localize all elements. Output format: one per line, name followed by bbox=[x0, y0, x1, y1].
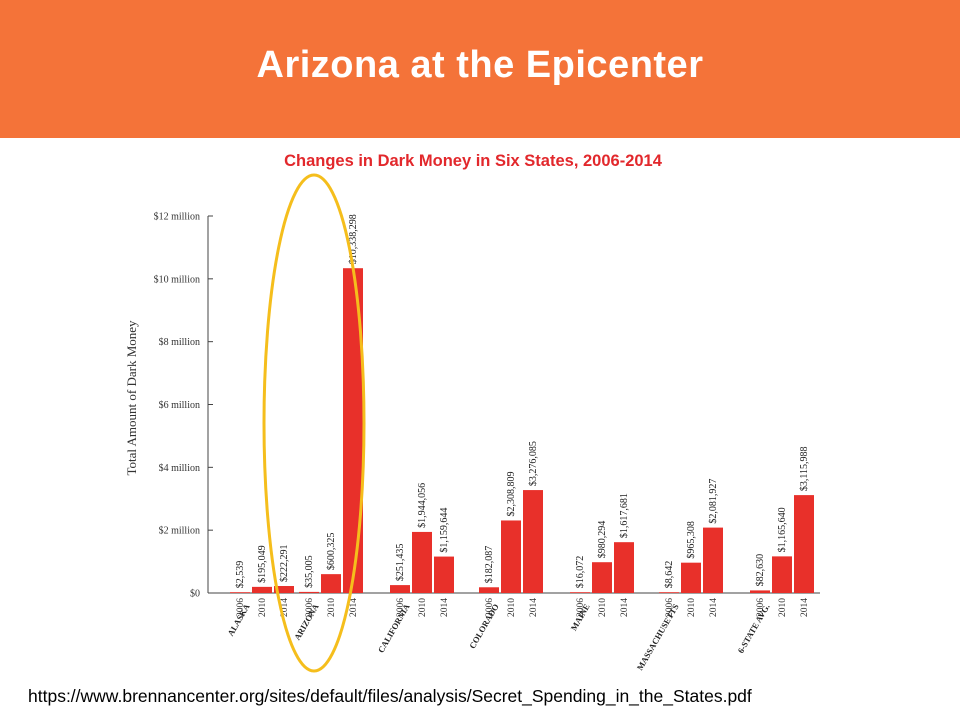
year-tick-label: 2014 bbox=[529, 598, 539, 617]
bar bbox=[614, 542, 634, 593]
bar-value-label: $2,081,927 bbox=[708, 479, 719, 524]
bar bbox=[681, 562, 701, 593]
year-tick-label: 2006 bbox=[396, 598, 406, 617]
year-tick-label: 2014 bbox=[349, 598, 359, 617]
bar-value-label: $2,308,809 bbox=[506, 471, 517, 516]
bar-value-label: $8,642 bbox=[664, 561, 675, 589]
year-tick-label: 2006 bbox=[305, 598, 315, 617]
bar bbox=[274, 586, 294, 593]
year-tick-label: 2014 bbox=[709, 598, 719, 617]
year-tick-label: 2006 bbox=[576, 598, 586, 617]
year-tick-label: 2014 bbox=[280, 598, 290, 617]
slide-title: Arizona at the Epicenter bbox=[256, 44, 704, 86]
bar bbox=[659, 592, 679, 593]
group-label: MAINE bbox=[568, 602, 591, 633]
group-label: CALIFORNIA bbox=[376, 601, 412, 654]
bar bbox=[570, 592, 590, 593]
bar-value-label: $1,944,056 bbox=[417, 483, 428, 528]
year-tick-label: 2006 bbox=[756, 598, 766, 617]
bar bbox=[230, 592, 250, 593]
year-tick-label: 2006 bbox=[485, 598, 495, 617]
year-tick-label: 2010 bbox=[507, 598, 517, 617]
year-tick-label: 2010 bbox=[778, 598, 788, 617]
bar-value-label: $35,005 bbox=[304, 555, 315, 588]
bar bbox=[794, 495, 814, 593]
bar bbox=[750, 590, 770, 593]
bar bbox=[343, 268, 363, 593]
bar bbox=[412, 531, 432, 593]
group-label: 6-STATE AVG. bbox=[735, 602, 771, 655]
bar-value-label: $1,165,640 bbox=[777, 507, 788, 552]
y-tick-label: $10 million bbox=[154, 274, 200, 285]
dark-money-chart: Changes in Dark Money in Six States, 200… bbox=[124, 152, 820, 673]
year-tick-label: 2010 bbox=[687, 598, 697, 617]
bar-value-label: $10,338,298 bbox=[348, 214, 359, 264]
bar-value-label: $222,291 bbox=[279, 545, 290, 583]
chart-title: Changes in Dark Money in Six States, 200… bbox=[284, 152, 663, 170]
source-url: https://www.brennancenter.org/sites/defa… bbox=[28, 686, 752, 706]
y-tick-label: $4 million bbox=[159, 463, 200, 474]
year-tick-label: 2010 bbox=[418, 598, 428, 617]
bar-value-label: $82,630 bbox=[755, 554, 766, 587]
bar bbox=[252, 586, 272, 593]
arizona-highlight-ellipse bbox=[262, 173, 366, 673]
bar bbox=[434, 556, 454, 593]
year-tick-label: 2006 bbox=[665, 598, 675, 617]
bar-value-label: $1,159,644 bbox=[439, 508, 450, 553]
bar-value-label: $195,049 bbox=[257, 545, 268, 583]
year-tick-label: 2014 bbox=[800, 598, 810, 617]
y-tick-label: $12 million bbox=[154, 212, 200, 223]
bar-value-label: $3,115,988 bbox=[799, 446, 810, 491]
bar-value-label: $16,072 bbox=[575, 556, 586, 589]
bar-value-label: $182,087 bbox=[484, 546, 495, 584]
y-tick-label: $8 million bbox=[159, 337, 200, 348]
year-tick-label: 2006 bbox=[236, 598, 246, 617]
bar bbox=[772, 556, 792, 593]
bar-value-label: $2,539 bbox=[235, 561, 246, 589]
bar-value-label: $980,294 bbox=[597, 521, 608, 559]
bar-value-label: $600,325 bbox=[326, 533, 337, 571]
year-tick-label: 2010 bbox=[598, 598, 608, 617]
bar bbox=[390, 585, 410, 593]
y-tick-label: $0 bbox=[190, 589, 200, 600]
y-tick-label: $2 million bbox=[159, 526, 200, 537]
group-label: MASSACHUSETTS bbox=[635, 602, 681, 672]
bar bbox=[703, 527, 723, 593]
bar bbox=[299, 591, 319, 593]
y-axis-title: Total Amount of Dark Money bbox=[124, 320, 139, 476]
bar-value-label: $251,435 bbox=[395, 544, 406, 582]
group-label: COLORADO bbox=[467, 602, 501, 651]
bar bbox=[501, 520, 521, 593]
year-tick-label: 2014 bbox=[440, 598, 450, 617]
bar bbox=[321, 574, 341, 593]
year-tick-label: 2010 bbox=[258, 598, 268, 617]
bar-value-label: $1,617,681 bbox=[619, 493, 630, 538]
year-tick-label: 2014 bbox=[620, 598, 630, 617]
bar bbox=[592, 562, 612, 593]
bar-value-label: $3,276,085 bbox=[528, 441, 539, 486]
bar bbox=[523, 490, 543, 593]
title-banner: Arizona at the Epicenter bbox=[0, 0, 960, 138]
bar-value-label: $965,308 bbox=[686, 521, 697, 559]
year-tick-label: 2010 bbox=[327, 598, 337, 617]
bar bbox=[479, 587, 499, 593]
y-tick-label: $6 million bbox=[159, 400, 200, 411]
